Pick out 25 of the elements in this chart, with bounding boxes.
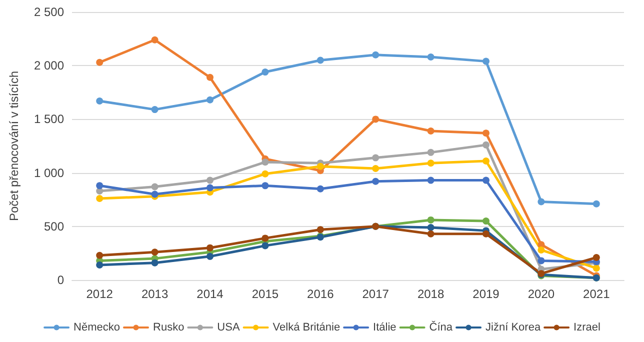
legend-label: Velká Británie: [272, 322, 340, 334]
legend-label: Jižní Korea: [486, 322, 542, 334]
y-tick-label: 2 500: [34, 5, 64, 19]
x-tick-label: 2013: [141, 287, 168, 301]
x-tick-label: 2016: [307, 287, 334, 301]
legend-label: Itálie: [373, 322, 396, 334]
x-tick-label: 2014: [196, 287, 224, 301]
legend-label: Izrael: [574, 322, 600, 334]
legend-label: Rusko: [153, 322, 184, 334]
y-tick-label: 500: [44, 219, 64, 234]
y-tick-label: 2 000: [34, 58, 64, 73]
legend-label: USA: [217, 322, 240, 334]
x-tick-label: 2017: [362, 287, 390, 301]
x-tick-label: 2021: [583, 287, 610, 301]
x-tick-label: 2020: [528, 287, 555, 301]
y-axis-title: Počet přenocování v tisících: [7, 70, 21, 222]
y-tick-label: 0: [57, 273, 64, 287]
legend-label: Německo: [74, 322, 120, 334]
x-tick-label: 2019: [472, 287, 500, 301]
x-tick-label: 2012: [86, 287, 114, 301]
x-tick-label: 2018: [417, 287, 444, 301]
x-tick-label: 2015: [252, 287, 279, 301]
legend-label: Čína: [429, 320, 454, 334]
y-tick-label: 1 500: [34, 112, 64, 126]
y-tick-label: 1 000: [34, 166, 64, 180]
